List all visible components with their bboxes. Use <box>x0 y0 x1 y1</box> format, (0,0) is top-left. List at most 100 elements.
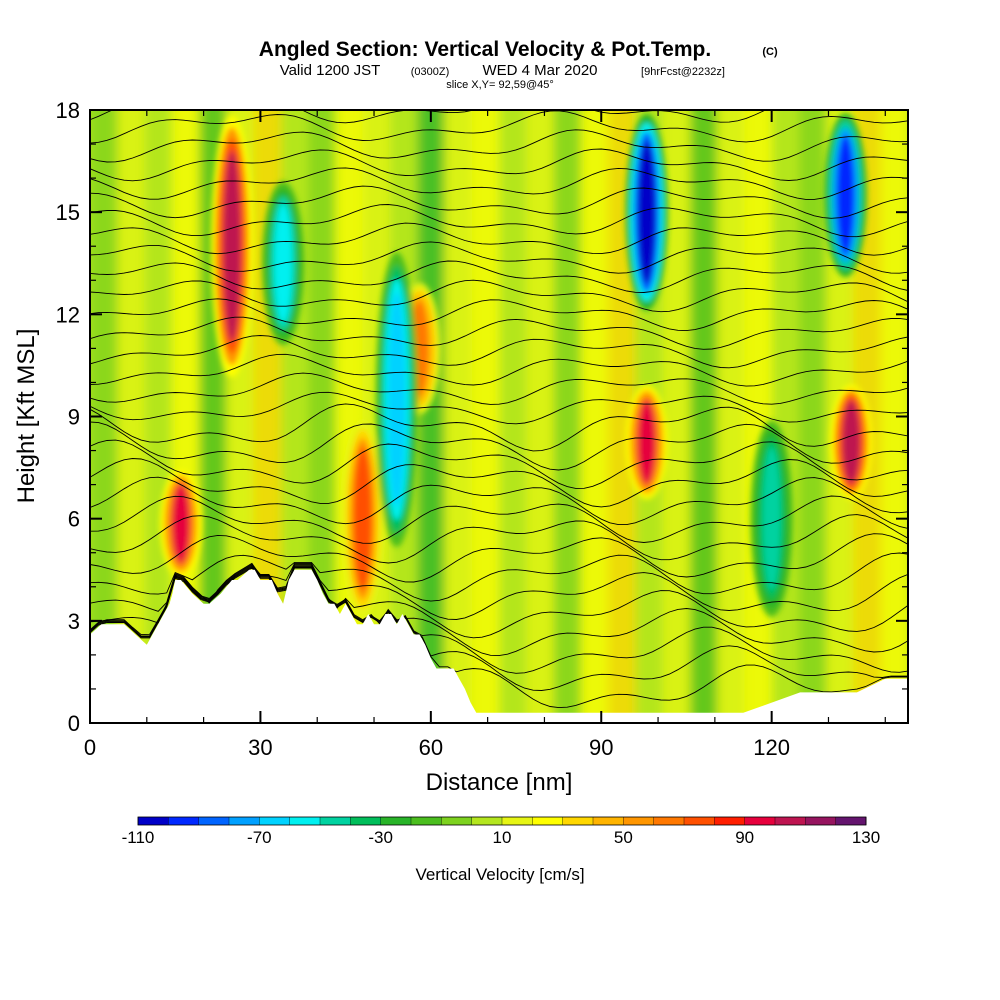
theta-contour <box>90 167 908 200</box>
field-band <box>744 110 773 723</box>
theta-contour <box>90 421 908 471</box>
colorbar-swatch <box>562 817 594 825</box>
colorbar-label: -70 <box>247 828 272 847</box>
theta-contour <box>90 476 908 526</box>
theta-contour <box>90 148 908 182</box>
colorbar-label: 50 <box>614 828 633 847</box>
colorbar-swatch <box>623 817 655 825</box>
field-band <box>417 110 446 723</box>
theta-contour <box>90 222 908 256</box>
theta-contour <box>90 552 908 602</box>
valid-utc: (0300Z) <box>411 66 450 78</box>
colorbar-swatch <box>593 817 624 825</box>
x-axis-title: Distance [nm] <box>426 769 573 796</box>
downdraft-cell <box>637 140 656 284</box>
colorbar-swatch <box>532 817 564 825</box>
downdraft-cell <box>762 447 781 591</box>
colorbar-swatch <box>289 817 321 825</box>
colorbar-swatch <box>835 817 867 825</box>
colorbar-swatch <box>744 817 776 825</box>
field-band <box>471 110 500 723</box>
theta-contour <box>90 372 908 405</box>
colorbar-swatch <box>653 817 685 825</box>
colorbar-swatch <box>684 817 715 825</box>
colorbar-swatch <box>380 817 412 825</box>
x-tick-label: 0 <box>84 735 96 760</box>
colorbar: -110 -70 -30 10 50 90 130 <box>122 816 880 847</box>
slice-label: slice X,Y= 92,59@45° <box>446 79 554 91</box>
theta-contour <box>90 260 908 293</box>
y-tick-label: 15 <box>56 200 80 225</box>
colorbar-swatch <box>441 817 473 825</box>
theta-contour <box>90 533 908 583</box>
terrain <box>90 569 908 723</box>
theta-contour <box>90 316 908 350</box>
y-axis-title: Height [Kft MSL] <box>13 329 40 504</box>
theta-contour <box>90 241 908 274</box>
valid-time: Valid 1200 JST <box>280 62 381 79</box>
theta-contour <box>90 458 908 508</box>
updraft-cell <box>353 447 372 591</box>
plot-area <box>90 110 908 723</box>
theta-contour <box>90 298 908 332</box>
colorbar-label: 90 <box>735 828 754 847</box>
theta-contour <box>90 185 908 219</box>
field-band <box>526 110 555 723</box>
colorbar-swatch <box>138 817 169 825</box>
theta-contour <box>90 564 908 657</box>
colorbar-swatch <box>502 817 533 825</box>
field-band <box>717 110 746 723</box>
y-axis: 0 3 6 9 12 15 18 <box>56 98 908 736</box>
updraft-cell <box>172 484 190 564</box>
y-tick-label: 18 <box>56 98 80 123</box>
colorbar-swatch <box>320 817 351 825</box>
theta-contour <box>90 565 908 674</box>
valid-date: WED 4 Mar 2020 <box>482 62 597 79</box>
field-band <box>499 110 528 723</box>
updraft-cell <box>223 150 241 342</box>
y-tick-label: 3 <box>68 609 80 634</box>
theta-contour <box>90 566 908 691</box>
theta-contour <box>90 129 908 163</box>
colorbar-label: -30 <box>368 828 393 847</box>
colorbar-swatch <box>229 817 260 825</box>
field-cells <box>159 113 873 618</box>
y-tick-label: 6 <box>68 507 80 532</box>
theta-contour <box>90 110 908 144</box>
field-band <box>580 110 610 723</box>
title-unit: (C) <box>762 46 778 58</box>
theta-contour <box>90 353 908 387</box>
colorbar-swatch <box>775 817 806 825</box>
updraft-cell <box>637 400 656 484</box>
colorbar-swatch <box>805 817 837 825</box>
field-band <box>553 110 582 723</box>
x-axis: 0 30 60 90 120 <box>84 110 886 760</box>
chart-title: Angled Section: Vertical Velocity & Pot.… <box>259 38 711 61</box>
y-tick-label: 0 <box>68 711 80 736</box>
theta-contours <box>90 110 908 709</box>
colorbar-swatch <box>411 817 442 825</box>
x-tick-label: 60 <box>419 735 443 760</box>
y-tick-label: 9 <box>68 405 80 430</box>
forecast-label: [9hrFcst@2232z] <box>641 66 725 78</box>
colorbar-swatch <box>471 817 503 825</box>
theta-contour <box>90 403 908 452</box>
x-tick-label: 120 <box>753 735 790 760</box>
theta-contour <box>90 495 908 544</box>
theta-contour <box>90 391 908 425</box>
theta-contour <box>90 514 908 564</box>
colorbar-swatch <box>714 817 746 825</box>
colorbar-swatch <box>350 817 382 825</box>
downdraft-cell <box>836 135 855 255</box>
colorbar-swatch <box>259 817 291 825</box>
theta-contour <box>90 567 908 709</box>
theta-contour <box>90 562 908 620</box>
x-tick-label: 90 <box>589 735 613 760</box>
theta-contour <box>90 563 908 639</box>
field-band <box>689 110 719 723</box>
colorbar-label: 130 <box>852 828 880 847</box>
colorbar-label: 10 <box>493 828 512 847</box>
colorbar-title: Vertical Velocity [cm/s] <box>415 865 584 884</box>
colorbar-swatch <box>168 817 200 825</box>
